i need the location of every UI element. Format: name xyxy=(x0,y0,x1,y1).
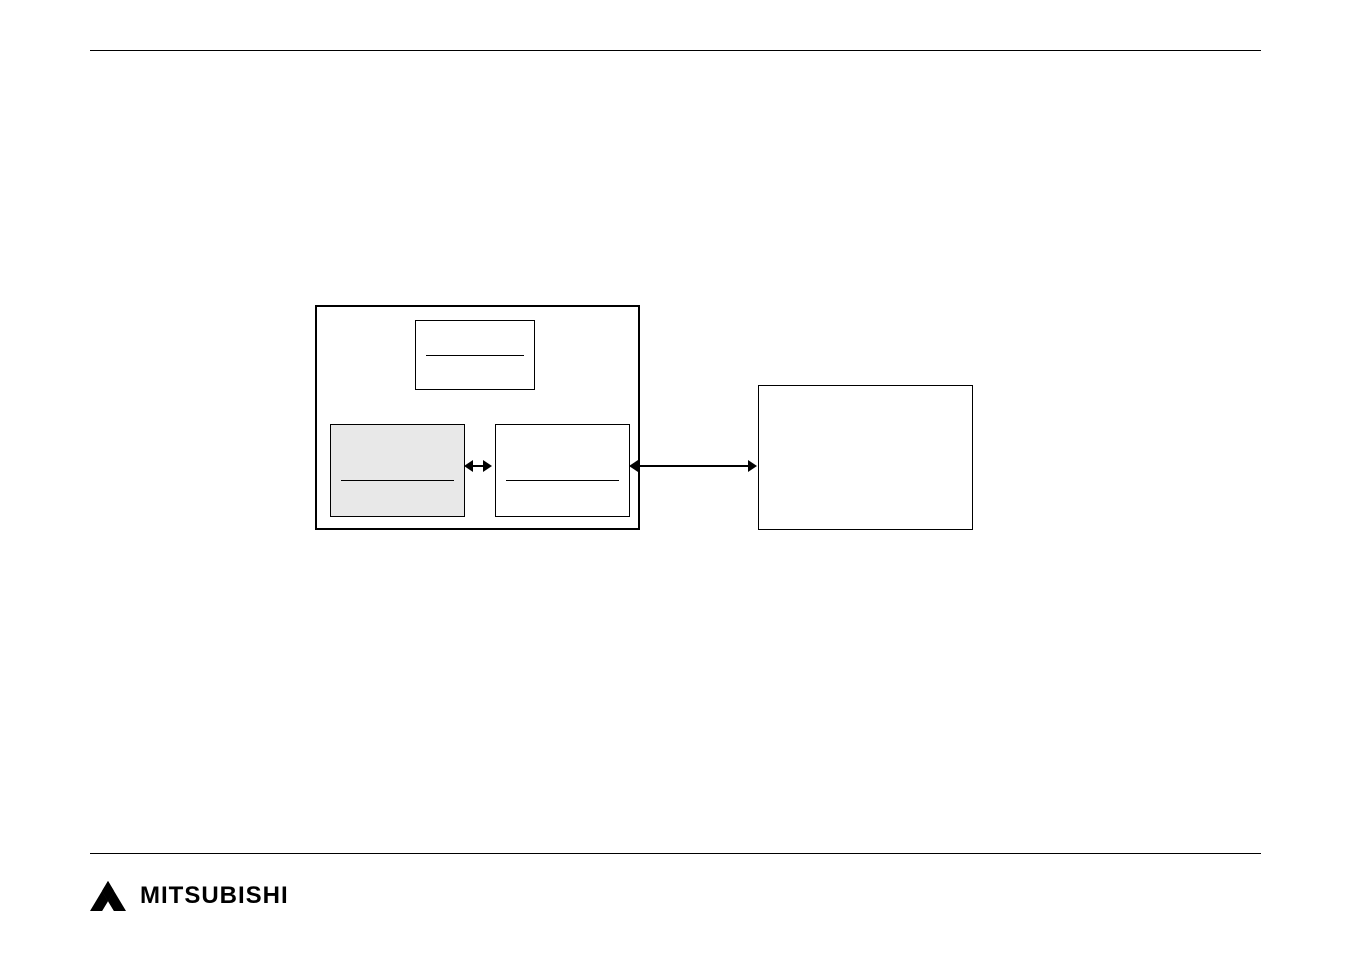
mitsubishi-diamonds-icon xyxy=(90,881,126,911)
connector-external xyxy=(629,465,757,467)
arrow-right-icon xyxy=(483,460,492,472)
arrow-right-icon xyxy=(748,460,757,472)
footer-logo: MITSUBISHI xyxy=(90,878,289,914)
diagram-container-box xyxy=(315,305,640,530)
node-divider-line xyxy=(506,480,619,481)
node-left-inner-shaded xyxy=(330,424,465,517)
logo-text: MITSUBISHI xyxy=(140,882,289,910)
node-divider-line xyxy=(426,355,524,356)
footer-rule xyxy=(90,853,1261,855)
block-diagram xyxy=(315,305,975,535)
connector-line xyxy=(635,465,751,467)
node-divider-line xyxy=(341,480,454,481)
node-external xyxy=(758,385,973,530)
node-top-inner xyxy=(415,320,535,390)
node-right-inner xyxy=(495,424,630,517)
header-rule xyxy=(90,50,1261,51)
connector-inner xyxy=(464,465,492,467)
